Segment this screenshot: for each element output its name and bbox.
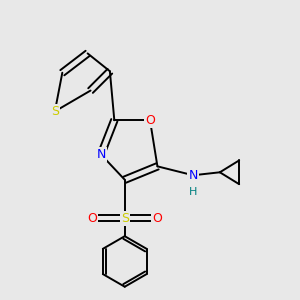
Text: O: O bbox=[87, 212, 97, 225]
Text: N: N bbox=[188, 169, 198, 182]
Text: H: H bbox=[189, 187, 197, 196]
Text: S: S bbox=[51, 105, 59, 118]
Text: O: O bbox=[152, 212, 162, 225]
Text: O: O bbox=[145, 114, 155, 127]
Text: S: S bbox=[121, 212, 129, 225]
Text: N: N bbox=[96, 148, 106, 161]
